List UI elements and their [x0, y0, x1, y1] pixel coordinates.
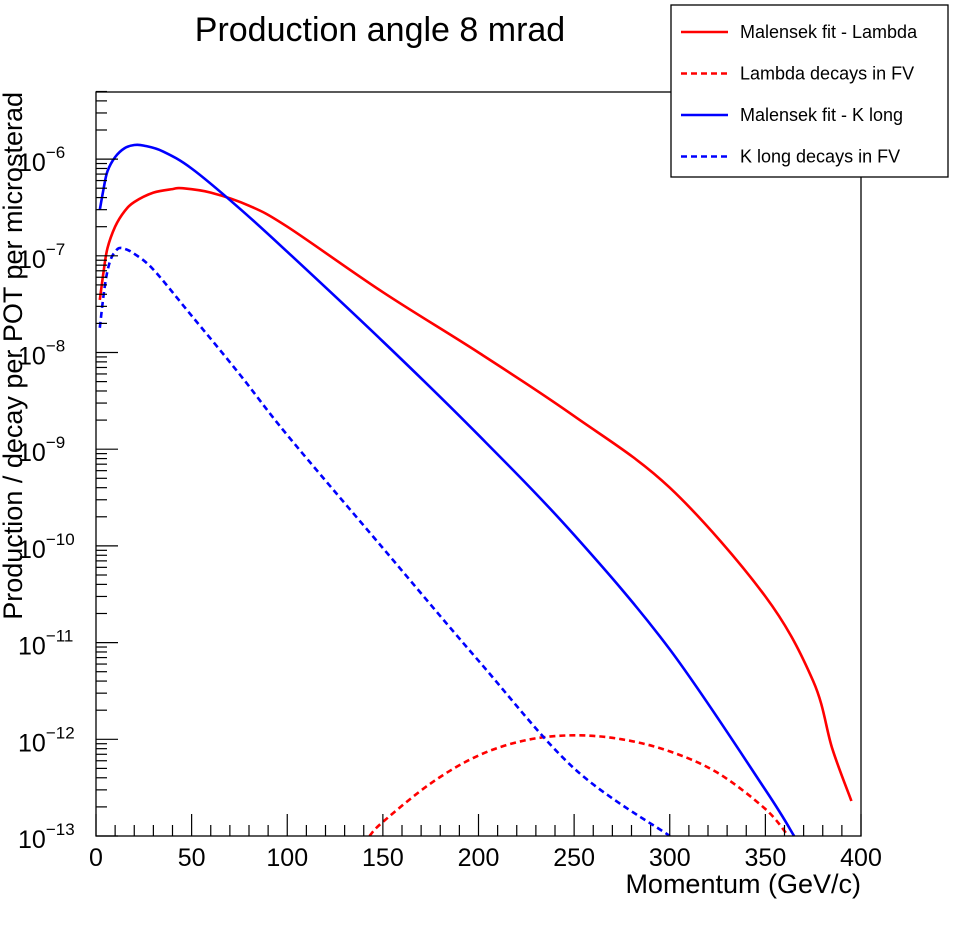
x-tick-label: 350 [745, 844, 787, 872]
series-lambda-decays-in-fv [368, 733, 790, 836]
series-malensek-fit-k-long [98, 143, 796, 836]
x-tick-label: 300 [649, 844, 691, 872]
y-tick-label: 10−9 [18, 433, 65, 467]
chart-title: Production angle 8 mrad [195, 11, 565, 49]
x-tick-label: 100 [266, 844, 308, 872]
series-malensek-fit-lambda [98, 186, 853, 802]
legend-label: Lambda decays in FV [740, 64, 914, 84]
legend-label: Malensek fit - Lambda [740, 22, 918, 42]
y-tick-label: 10−7 [18, 240, 65, 274]
legend-box [670, 4, 949, 178]
x-tick-label: 250 [553, 844, 595, 872]
tick-labels: 0 50 100 150 200 250 300 350 400 10−6 10−7 10−8 10−9… [18, 143, 882, 872]
y-tick-label: 10−13 [18, 820, 75, 854]
x-tick-label: 150 [362, 844, 404, 872]
x-axis-title: Momentum (GeV/c) [625, 869, 861, 899]
series-k-long-decays-in-fv [98, 246, 671, 836]
y-axis-title: Production / decay per POT per microster… [0, 92, 28, 620]
x-tick-label: 200 [458, 844, 500, 872]
legend: Malensek fit - Lambda Lambda decays in FV… [670, 4, 949, 178]
y-tick-label: 10−6 [18, 143, 65, 177]
x-tick-label: 400 [840, 844, 882, 872]
plot-frame [95, 91, 862, 837]
y-tick-label: 10−11 [18, 627, 73, 661]
y-tick-label: 10−10 [18, 530, 75, 564]
data-curves [98, 143, 853, 836]
x-tick-label: 50 [178, 844, 206, 872]
legend-label: K long decays in FV [740, 147, 900, 167]
axes [95, 90, 862, 837]
y-tick-label: 10−12 [18, 723, 75, 757]
y-tick-label: 10−8 [18, 337, 65, 371]
legend-label: Malensek fit - K long [740, 105, 903, 125]
x-tick-label: 0 [89, 844, 103, 872]
